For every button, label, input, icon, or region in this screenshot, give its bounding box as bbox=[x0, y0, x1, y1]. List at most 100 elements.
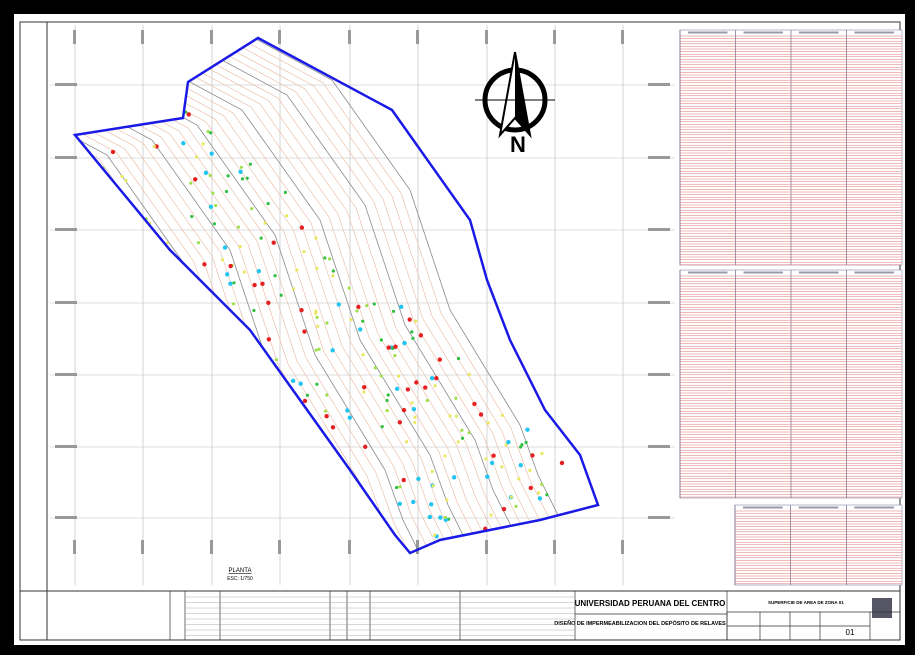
grid-label-mark bbox=[55, 373, 77, 376]
table-header bbox=[744, 32, 784, 34]
survey-point bbox=[393, 345, 397, 349]
survey-point bbox=[419, 333, 423, 337]
survey-point bbox=[302, 329, 306, 333]
survey-point bbox=[303, 399, 307, 403]
table-header bbox=[799, 507, 839, 509]
survey-point bbox=[398, 502, 402, 506]
grid-label-mark bbox=[348, 540, 351, 554]
survey-point bbox=[489, 513, 492, 516]
survey-point bbox=[380, 338, 383, 341]
survey-point bbox=[315, 316, 318, 319]
survey-point bbox=[348, 286, 351, 289]
grid-label-mark bbox=[621, 30, 624, 44]
survey-point bbox=[302, 250, 305, 253]
survey-point bbox=[325, 321, 328, 324]
survey-point bbox=[398, 420, 402, 424]
survey-point bbox=[423, 385, 427, 389]
table-header bbox=[855, 32, 895, 34]
logo bbox=[872, 598, 892, 618]
survey-point bbox=[406, 387, 410, 391]
survey-point bbox=[228, 281, 232, 285]
survey-point bbox=[444, 516, 447, 519]
grid-label-mark bbox=[648, 301, 670, 304]
survey-point bbox=[209, 151, 213, 155]
survey-point bbox=[349, 318, 352, 321]
survey-point bbox=[325, 393, 328, 396]
survey-point bbox=[111, 150, 115, 154]
survey-point bbox=[204, 171, 208, 175]
survey-point bbox=[209, 205, 213, 209]
survey-point bbox=[540, 483, 543, 486]
survey-point bbox=[386, 409, 389, 412]
survey-point bbox=[252, 283, 256, 287]
survey-point bbox=[416, 477, 420, 481]
survey-point bbox=[330, 348, 334, 352]
grid-label-mark bbox=[55, 516, 77, 519]
survey-point bbox=[361, 320, 364, 323]
survey-point bbox=[530, 453, 534, 457]
plan-title: PLANTA bbox=[229, 568, 252, 574]
grid-label-mark bbox=[210, 30, 213, 44]
survey-point bbox=[193, 177, 197, 181]
survey-point bbox=[434, 376, 438, 380]
survey-point bbox=[197, 241, 200, 244]
survey-point bbox=[124, 179, 127, 182]
survey-point bbox=[275, 358, 278, 361]
table-header bbox=[855, 272, 895, 274]
survey-point bbox=[238, 170, 242, 174]
grid-label-mark bbox=[648, 445, 670, 448]
survey-point bbox=[457, 357, 460, 360]
table-header bbox=[744, 272, 784, 274]
grid-label-mark bbox=[141, 540, 144, 554]
survey-point bbox=[387, 393, 390, 396]
grid-label-mark bbox=[485, 30, 488, 44]
survey-point bbox=[485, 474, 489, 478]
survey-point bbox=[250, 207, 253, 210]
survey-point bbox=[284, 191, 287, 194]
grid-label-mark bbox=[648, 156, 670, 159]
survey-point bbox=[490, 461, 494, 465]
survey-point bbox=[252, 309, 255, 312]
survey-point bbox=[395, 486, 398, 489]
survey-point bbox=[348, 416, 352, 420]
table-header bbox=[688, 272, 728, 274]
survey-point bbox=[361, 353, 364, 356]
survey-point bbox=[525, 427, 529, 431]
survey-point bbox=[411, 337, 414, 340]
survey-point bbox=[331, 425, 335, 429]
survey-point bbox=[461, 437, 464, 440]
survey-point bbox=[402, 478, 406, 482]
grid-label-mark bbox=[648, 373, 670, 376]
sheet-title: SUPERFICIE DE AREA DE ZONA 01 bbox=[768, 600, 844, 605]
page: N PLANTA ESC: 1/750 UNIVERSIDAD PERUANA … bbox=[0, 0, 915, 655]
survey-point bbox=[381, 425, 384, 428]
survey-point bbox=[315, 349, 318, 352]
survey-point bbox=[232, 281, 235, 284]
survey-point bbox=[345, 408, 349, 412]
survey-point bbox=[221, 258, 224, 261]
survey-point bbox=[298, 382, 302, 386]
survey-point bbox=[448, 414, 451, 417]
survey-point bbox=[545, 493, 548, 496]
survey-point bbox=[399, 305, 403, 309]
survey-point bbox=[414, 380, 418, 384]
grid-label-mark bbox=[648, 516, 670, 519]
survey-point bbox=[385, 399, 388, 402]
survey-point bbox=[500, 465, 503, 468]
survey-point bbox=[267, 202, 270, 205]
survey-point bbox=[560, 461, 564, 465]
survey-point bbox=[285, 214, 288, 217]
survey-point bbox=[209, 131, 212, 134]
table-header bbox=[688, 32, 728, 34]
survey-point bbox=[393, 354, 396, 357]
table-header bbox=[799, 32, 839, 34]
table-header bbox=[799, 272, 839, 274]
survey-point bbox=[239, 245, 242, 248]
survey-point bbox=[538, 496, 542, 500]
survey-point bbox=[414, 319, 417, 322]
grid-label-mark bbox=[55, 301, 77, 304]
survey-point bbox=[491, 453, 495, 457]
survey-point bbox=[468, 373, 471, 376]
survey-point bbox=[428, 515, 432, 519]
survey-point bbox=[412, 407, 416, 411]
